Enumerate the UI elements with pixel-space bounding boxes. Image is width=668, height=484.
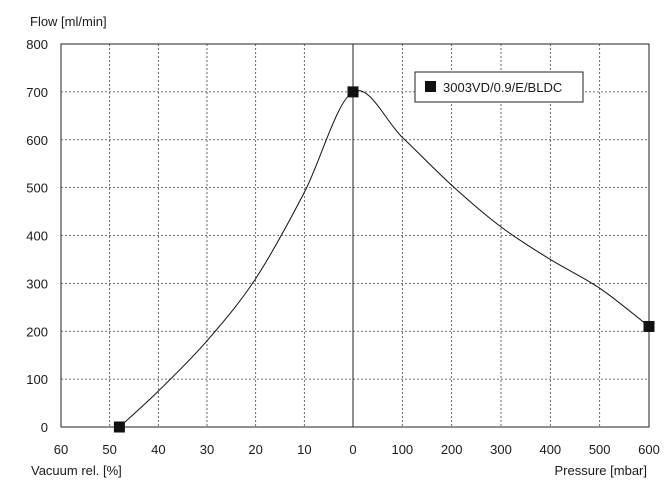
x-tick-label-vacuum: 50 (102, 442, 116, 457)
legend-marker (425, 81, 436, 92)
x-tick-label-pressure: 500 (589, 442, 611, 457)
x-tick-label-pressure: 600 (638, 442, 660, 457)
x-tick-label-vacuum: 20 (248, 442, 262, 457)
y-tick-label: 0 (41, 420, 48, 435)
y-tick-label: 600 (26, 133, 48, 148)
y-tick-label: 300 (26, 276, 48, 291)
y-axis-title: Flow [ml/min] (30, 14, 107, 29)
data-point-marker (347, 86, 359, 98)
x-tick-labels: 60 50 40 30 20 10 0 100 200 300 400 500 600 (54, 442, 660, 457)
y-tick-label: 200 (26, 324, 48, 339)
y-tick-label: 800 (26, 37, 48, 52)
y-tick-labels: 0 100 200 300 400 500 600 700 800 (26, 37, 48, 435)
x-tick-label-pressure: 300 (490, 442, 512, 457)
series-line (119, 90, 650, 428)
y-tick-label: 400 (26, 229, 48, 244)
data-point-marker (113, 421, 125, 433)
x-tick-label-pressure: 0 (349, 442, 356, 457)
x-tick-label-vacuum: 10 (297, 442, 311, 457)
y-tick-label: 100 (26, 372, 48, 387)
data-point-marker (643, 320, 655, 332)
plot-frame (60, 43, 650, 428)
x-tick-label-vacuum: 30 (200, 442, 214, 457)
y-tick-label: 500 (26, 181, 48, 196)
grid (61, 44, 649, 427)
legend: 3003VD/0.9/E/BLDC (414, 71, 584, 103)
x-tick-label-pressure: 400 (539, 442, 561, 457)
x-tick-label-vacuum: 40 (151, 442, 165, 457)
x-axis-title-pressure: Pressure [mbar] (555, 463, 647, 478)
legend-label: 3003VD/0.9/E/BLDC (443, 80, 562, 95)
x-tick-label-vacuum: 60 (54, 442, 68, 457)
x-axis-title-vacuum: Vacuum rel. [%] (31, 463, 122, 478)
x-tick-label-pressure: 100 (391, 442, 413, 457)
x-tick-label-pressure: 200 (441, 442, 463, 457)
y-tick-label: 700 (26, 85, 48, 100)
legend-box (414, 71, 584, 103)
series-layer (113, 86, 655, 433)
